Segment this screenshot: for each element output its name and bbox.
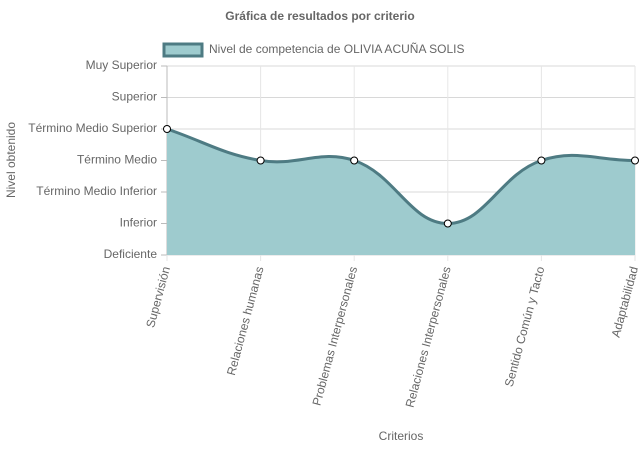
x-tick-label: Problemas Interpersonales bbox=[310, 265, 361, 407]
legend-swatch bbox=[162, 42, 204, 58]
x-axis-label: Criterios bbox=[379, 429, 424, 443]
y-tick-label: Superior bbox=[112, 90, 157, 104]
x-tick-label: Adaptabilidad bbox=[609, 265, 639, 339]
y-tick-label: Término Medio Superior bbox=[28, 121, 157, 135]
point bbox=[350, 156, 359, 165]
y-tick-label: Deficiente bbox=[104, 247, 158, 261]
x-tick-label: Supervisión bbox=[143, 265, 173, 329]
y-tick-label: Muy Superior bbox=[86, 58, 157, 72]
chart-title: Gráfica de resultados por criterio bbox=[225, 9, 414, 23]
x-tick-label: Sentido Común y Tacto bbox=[502, 265, 548, 389]
point bbox=[443, 219, 452, 228]
y-tick-label: Término Medio Inferior bbox=[36, 184, 157, 198]
y-axis-label: Nivel obtenido bbox=[4, 122, 18, 198]
point bbox=[631, 156, 639, 165]
point bbox=[163, 125, 171, 133]
y-tick-label: Inferior bbox=[120, 216, 157, 230]
x-tick-label: Relaciones Interpersonales bbox=[403, 265, 454, 409]
legend-label: Nivel de competencia de OLIVIA ACUÑA SOL… bbox=[209, 42, 464, 56]
point bbox=[256, 156, 265, 165]
point bbox=[537, 156, 546, 165]
y-tick-label: Término Medio bbox=[77, 153, 157, 167]
area bbox=[167, 129, 635, 255]
x-tick-label: Relaciones humanas bbox=[224, 265, 267, 377]
